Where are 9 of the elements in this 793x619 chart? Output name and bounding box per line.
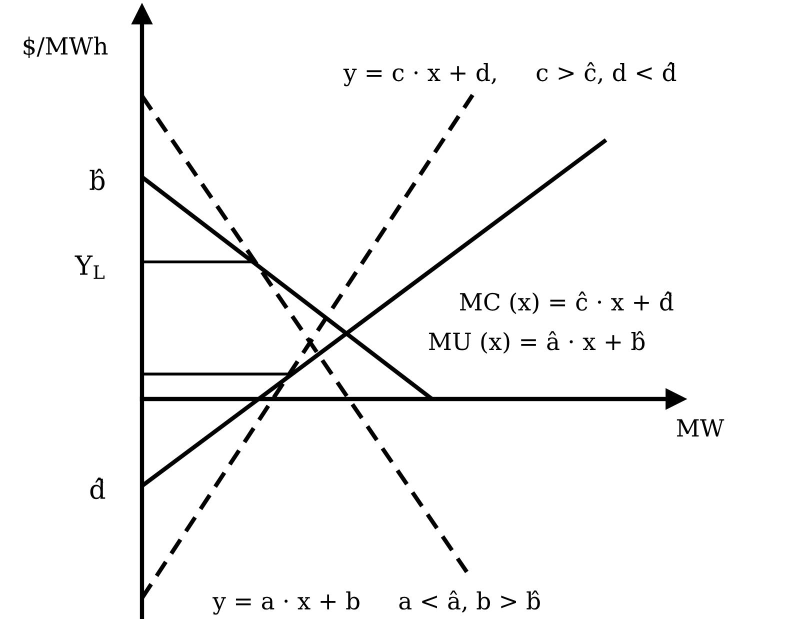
series-label: MU (x) = â · x + b̂ [429,331,645,354]
y-axis-title: $/MWh [24,36,108,58]
text: b̂ [90,168,105,190]
x-axis-title: MW [676,419,724,437]
text: y = a · x + b a < â, b > b̂ [212,590,540,615]
text: d̂ [90,478,106,500]
series-label: y = c · x + d, c > ĉ, d < d̂ [343,62,676,86]
series-label: MC (x) = ĉ · x + d̂ [460,292,674,314]
text: Y$_{L}$ [74,255,104,279]
